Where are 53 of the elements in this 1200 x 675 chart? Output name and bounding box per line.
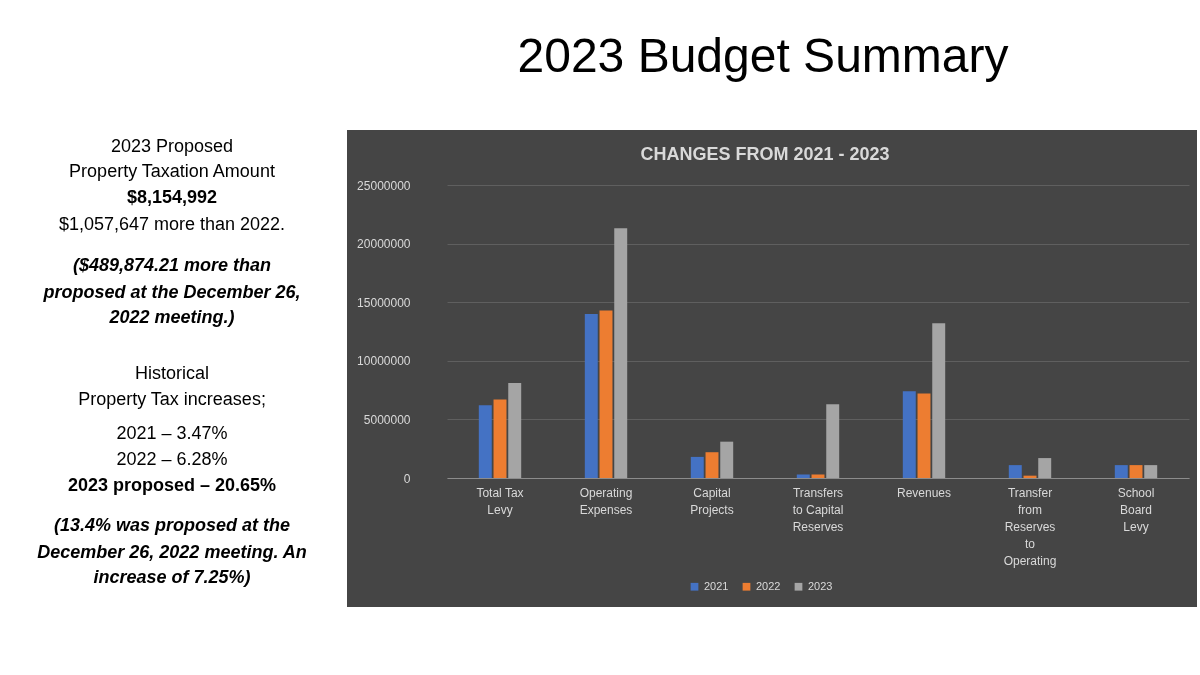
text: 2022 meeting.) (108, 307, 235, 327)
text: (13.4% was proposed at the (53, 515, 291, 535)
bar (478, 405, 492, 478)
text: 2023 Proposed (110, 136, 234, 156)
bar (1129, 465, 1143, 478)
bar (826, 404, 840, 478)
bar (584, 313, 598, 478)
x-tick-label: Capital Projects (690, 485, 734, 517)
x-tick-label: Total Tax Levy (476, 485, 524, 517)
text: ($489,874.21 more than (72, 255, 272, 275)
bar (917, 393, 931, 478)
x-tick-label: Revenues (896, 485, 952, 500)
bar (508, 383, 522, 478)
y-tick-label: 5000000 (363, 412, 411, 427)
text: Property Taxation Amount (69, 161, 275, 181)
bar (599, 310, 613, 478)
legend-label: 2023 (808, 579, 833, 592)
text: December 26, 2022 meeting. An (37, 542, 307, 562)
text: proposed at the December 26, (42, 282, 301, 302)
bar (1114, 465, 1128, 478)
bar (1008, 465, 1022, 478)
text: Historical (134, 363, 210, 383)
bar (796, 474, 810, 478)
x-tick-label: School Board Levy (1117, 485, 1155, 534)
y-tick-label: 15000000 (357, 295, 411, 310)
x-tick-label: Transfer from Reserves to Operating (1003, 485, 1057, 568)
bar (932, 323, 946, 478)
bar (690, 456, 704, 478)
bar (614, 228, 628, 478)
bar (705, 452, 719, 478)
y-tick-label: 10000000 (357, 354, 411, 369)
chart-subtitle: CHANGES FROM 2021 - 2023 (640, 144, 890, 164)
text: 2023 proposed – 20.65% (67, 475, 277, 495)
text: 2021 – 3.47% (116, 423, 228, 443)
x-tick-label: Operating Expenses (579, 485, 633, 517)
legend-label: 2022 (756, 579, 781, 592)
text: $1,057,647 more than 2022. (58, 214, 286, 234)
bar (1038, 458, 1052, 478)
legend-label: 2021 (704, 579, 729, 592)
text: $8,154,992 (126, 187, 218, 207)
y-tick-label: 20000000 (357, 237, 411, 252)
bar (902, 391, 916, 478)
bar (493, 399, 507, 478)
bar (811, 474, 825, 478)
x-tick-label: Transfers to Capital Reserves (792, 485, 844, 534)
text: increase of 7.25%) (93, 567, 251, 587)
y-tick-label: 25000000 (357, 178, 411, 193)
text: Property Tax increases; (78, 389, 266, 409)
bar (720, 441, 734, 478)
y-tick-label: 0 (403, 471, 411, 486)
text: 2022 – 6.28% (116, 449, 228, 469)
bar (1144, 465, 1158, 478)
chart-title: 2023 Budget Summary (517, 29, 1009, 82)
